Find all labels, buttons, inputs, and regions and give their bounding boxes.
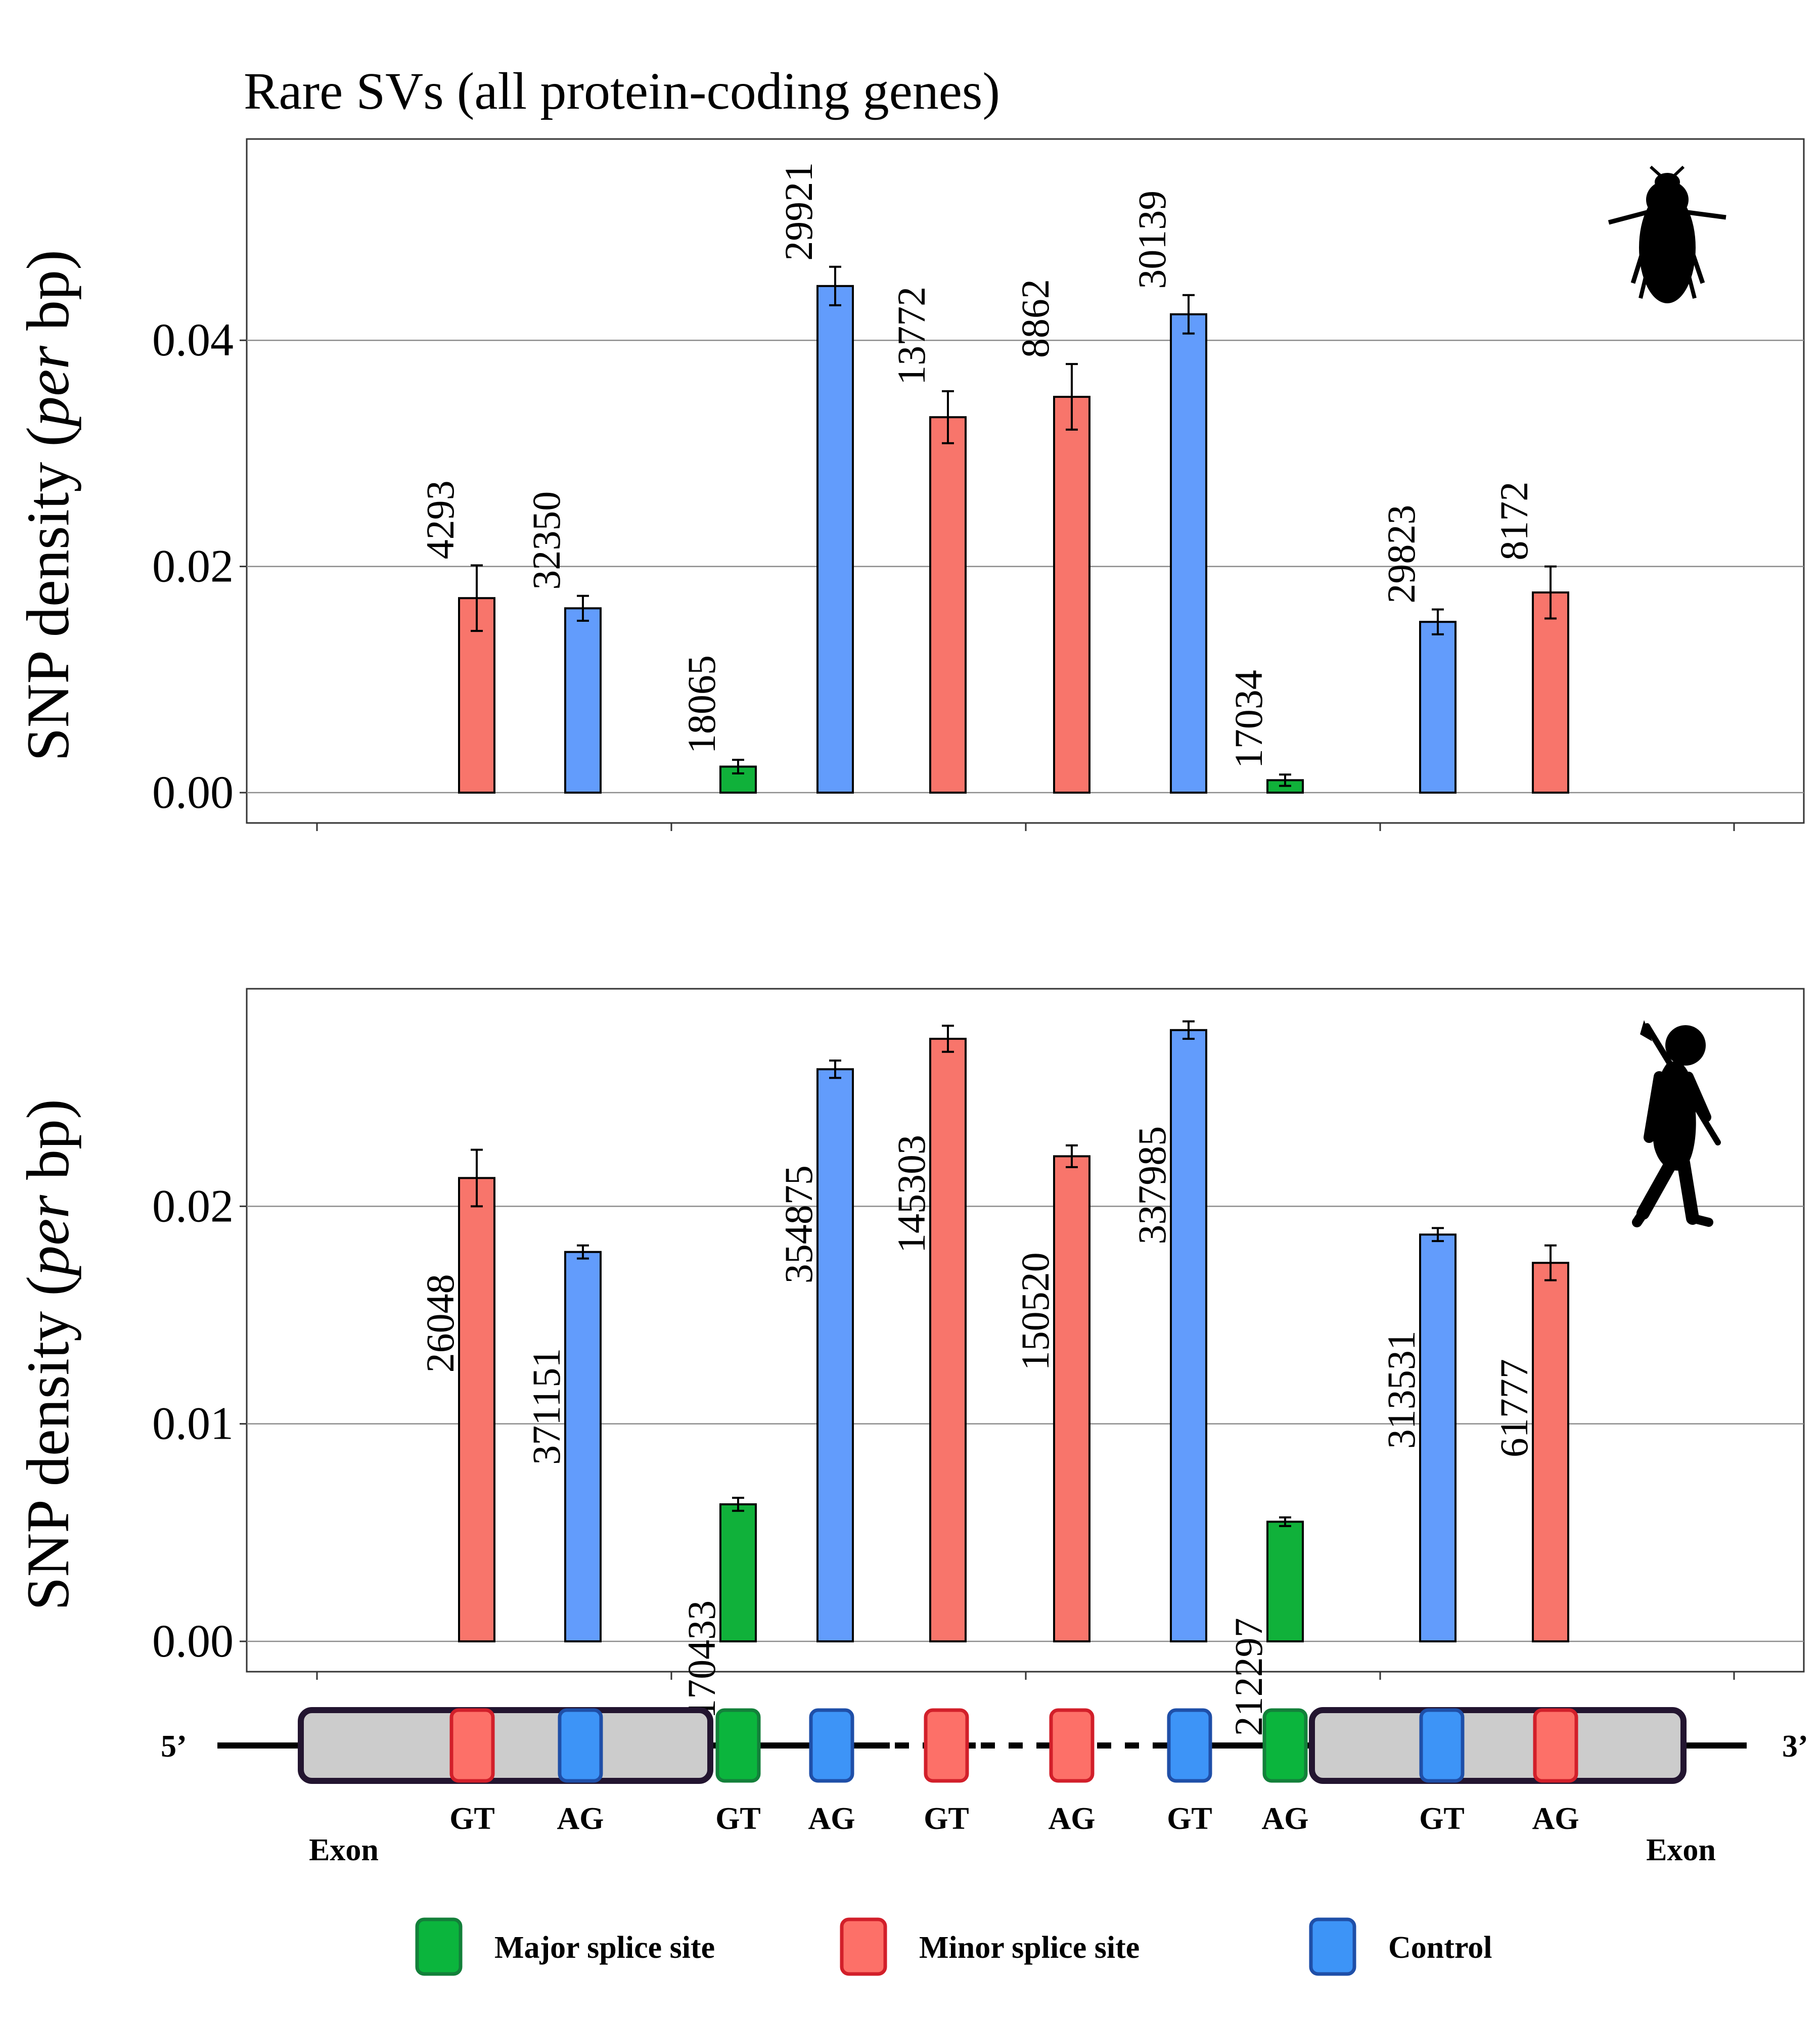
y-axis-label-top-text: SNP density (per bp) xyxy=(14,250,81,761)
splice-site-label: GT xyxy=(1167,1802,1212,1836)
bar-control xyxy=(816,1068,854,1642)
y-axis-label-italic: per xyxy=(14,1194,81,1280)
splice-site-box-minor xyxy=(1533,1708,1578,1783)
gene-structure-diagram: 5’ 3’ Exon Exon GT AG GT AG GT AG GT AG GT AG xyxy=(161,1707,1808,1867)
bar-control xyxy=(1419,621,1457,794)
legend-swatch-control xyxy=(1309,1917,1356,1976)
bar-count-label: 8172 xyxy=(1492,482,1536,561)
bar-count-label: 170433 xyxy=(679,1600,723,1719)
y-tick-label: 0.02 xyxy=(152,1180,234,1231)
splice-site-label: AG xyxy=(557,1802,604,1836)
bar-control xyxy=(564,1251,602,1643)
bar-minor xyxy=(929,1037,967,1642)
bar-minor xyxy=(1053,1155,1090,1642)
splice-site-box-control xyxy=(1167,1708,1212,1783)
bar-minor xyxy=(929,416,967,794)
y-tick-label: 0.04 xyxy=(152,314,234,365)
bar-count-label: 18065 xyxy=(679,655,723,754)
splice-site-label: AG xyxy=(1262,1802,1309,1836)
legend-label-major: Major splice site xyxy=(494,1931,715,1965)
y-tick-label: 0.02 xyxy=(152,540,234,592)
splice-site-box-major xyxy=(1262,1708,1308,1783)
splice-site-box-minor xyxy=(924,1708,969,1783)
splice-site-label: AG xyxy=(1532,1802,1579,1836)
splice-site-label: GT xyxy=(1419,1802,1465,1836)
bar-count-label: 30139 xyxy=(1130,191,1174,289)
y-tick-label: 0.01 xyxy=(152,1398,234,1449)
beetle-silhouette-icon xyxy=(1608,165,1726,303)
five-prime-label: 5’ xyxy=(161,1729,187,1764)
y-tick-label: 0.00 xyxy=(152,766,234,818)
legend-swatch-major xyxy=(415,1917,463,1976)
splice-site-box-control xyxy=(1419,1708,1465,1783)
splice-site-box-control xyxy=(809,1708,854,1783)
bar-count-label: 26048 xyxy=(418,1274,462,1372)
legend-label-minor: Minor splice site xyxy=(919,1931,1140,1965)
bar-count-label: 4293 xyxy=(418,480,462,559)
bar-major xyxy=(1266,1521,1304,1642)
figure-title: Rare SVs (all protein-coding genes) xyxy=(244,62,1000,120)
bar-control xyxy=(1170,1029,1207,1642)
bar-control xyxy=(564,607,602,794)
exon-box xyxy=(298,1707,713,1784)
bar-minor xyxy=(1532,591,1569,794)
splice-site-label: GT xyxy=(924,1802,969,1836)
bar-count-label: 313531 xyxy=(1379,1330,1423,1449)
splice-site-box-control xyxy=(558,1708,603,1783)
splice-site-label: AG xyxy=(1049,1802,1096,1836)
bar-major xyxy=(719,1503,757,1642)
splice-site-label: GT xyxy=(449,1802,495,1836)
splice-site-label: GT xyxy=(715,1802,761,1836)
splice-site-box-minor xyxy=(449,1708,495,1783)
bar-count-label: 371151 xyxy=(524,1348,568,1465)
bar-minor xyxy=(1532,1262,1569,1642)
y-tick-label: 0.00 xyxy=(152,1615,234,1667)
legend: Major splice site Minor splice site Contro… xyxy=(415,1917,1492,1976)
legend-swatch-minor xyxy=(840,1917,887,1976)
legend-label-control: Control xyxy=(1388,1931,1492,1965)
bar-count-label: 13772 xyxy=(889,287,933,385)
exon-label: Exon xyxy=(1646,1833,1716,1867)
bar-minor xyxy=(1053,396,1090,794)
bar-count-label: 29823 xyxy=(1379,505,1423,604)
bar-count-label: 32350 xyxy=(524,491,568,590)
bar-count-label: 354875 xyxy=(777,1165,821,1283)
bar-count-label: 150520 xyxy=(1013,1252,1057,1370)
y-axis-label-bottom: SNP density (per bp) xyxy=(14,1099,81,1611)
y-axis-label-top: SNP density (per bp) xyxy=(14,250,81,761)
bar-minor xyxy=(458,1177,495,1642)
bar-count-label: 17034 xyxy=(1226,670,1270,768)
bar-count-label: 337985 xyxy=(1130,1126,1174,1245)
bar-count-label: 61777 xyxy=(1492,1359,1536,1457)
y-axis-label-italic: per xyxy=(14,345,81,431)
bottom-panel: 0.00 0.01 0.02 26048 371151 170433 354875 14530… xyxy=(152,988,1805,1736)
splice-site-box-major xyxy=(715,1708,761,1783)
exon-box xyxy=(1309,1707,1687,1784)
bar-control xyxy=(1170,313,1207,794)
exon-label: Exon xyxy=(309,1833,379,1867)
bar-control xyxy=(816,285,854,794)
hominid-silhouette-icon xyxy=(1632,1020,1721,1227)
bar-count-label: 8862 xyxy=(1013,279,1057,358)
splice-site-label: AG xyxy=(808,1802,855,1836)
bar-control xyxy=(1419,1233,1457,1642)
top-panel: 0.00 0.02 0.04 4293 32350 18065 29921 13772 8862… xyxy=(152,138,1805,831)
splice-site-box-minor xyxy=(1049,1708,1095,1783)
bar-count-label: 145303 xyxy=(889,1135,933,1253)
three-prime-label: 3’ xyxy=(1782,1729,1808,1764)
y-axis-label-bottom-text: SNP density (per bp) xyxy=(14,1099,81,1611)
bar-count-label: 29921 xyxy=(777,162,821,261)
